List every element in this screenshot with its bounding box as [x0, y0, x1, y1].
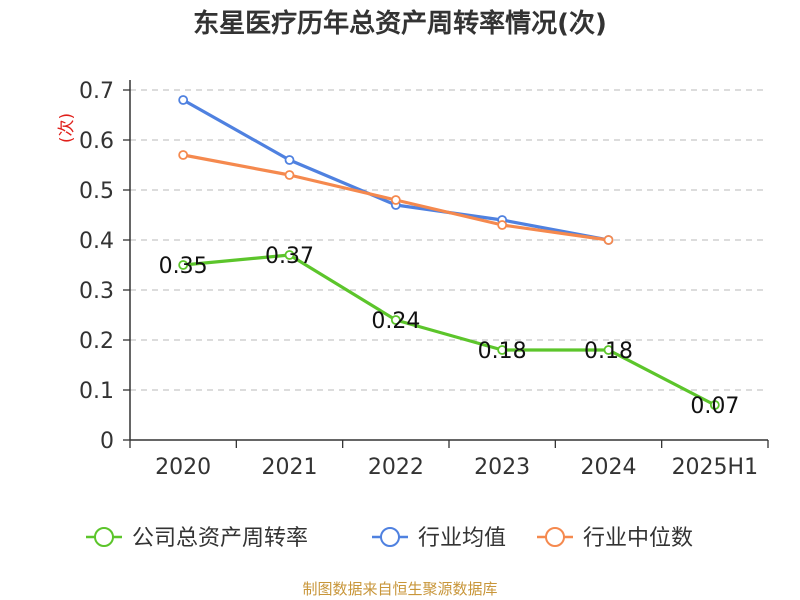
legend-marker: [94, 527, 114, 547]
data-point: [284, 250, 295, 260]
legend-label: 行业中位数: [583, 526, 693, 551]
axes: 0 0.1 0.2 0.3 0.4 0.5 0.6 0.7 2020 2021 2022 2023 20…: [79, 79, 769, 480]
y-tick-label: 0.3: [79, 279, 114, 304]
data-label: 0.07: [690, 394, 739, 419]
y-tick-label: 0.6: [79, 129, 114, 154]
data-point: [284, 170, 295, 180]
series-layer: [178, 95, 720, 410]
data-label: 0.18: [478, 339, 527, 364]
y-tick-label: 0.2: [79, 329, 114, 354]
data-label: 0.37: [265, 244, 314, 269]
data-label: 0.18: [584, 339, 633, 364]
y-tick-label: 0.4: [79, 229, 114, 254]
y-tick-label: 0.7: [79, 79, 114, 104]
legend: 公司总资产周转率 行业均值 行业中位数: [86, 526, 693, 551]
grid-lines: [130, 89, 768, 391]
legend-marker: [380, 527, 400, 547]
x-tick-label: 2022: [368, 455, 424, 480]
legend-label: 行业均值: [418, 526, 506, 551]
series-line-1: [182, 98, 609, 242]
x-tick-label: 2020: [155, 455, 211, 480]
legend-label: 公司总资产周转率: [132, 526, 308, 551]
data-point: [178, 260, 189, 270]
data-point: [390, 315, 401, 325]
data-point: [603, 345, 614, 355]
y-tick-label: 0.1: [79, 379, 114, 404]
data-point: [178, 95, 189, 105]
data-point: [497, 220, 508, 230]
data-point: [178, 150, 189, 160]
x-tick-label: 2025H1: [672, 455, 759, 480]
data-point: [709, 400, 720, 410]
data-point: [390, 195, 401, 205]
data-point: [497, 345, 508, 355]
legend-marker: [545, 527, 565, 547]
data-label: 0.35: [159, 254, 208, 279]
x-tick-label: 2024: [581, 455, 637, 480]
x-tick-label: 2021: [262, 455, 318, 480]
series-line-0: [183, 253, 716, 407]
y-tick-label: 0.5: [79, 179, 114, 204]
data-point: [284, 155, 295, 165]
data-point: [603, 235, 614, 245]
y-axis-unit-label: (次): [57, 113, 77, 143]
data-label: 0.24: [371, 309, 420, 334]
x-tick-label: 2023: [474, 455, 530, 480]
data-labels: 0.35 0.37 0.24 0.18 0.18 0.07: [159, 244, 740, 419]
source-note: 制图数据来自恒生聚源数据库: [302, 580, 497, 598]
y-tick-label: 0: [100, 429, 114, 454]
chart-title: 东星医疗历年总资产周转率情况(次): [193, 8, 607, 39]
